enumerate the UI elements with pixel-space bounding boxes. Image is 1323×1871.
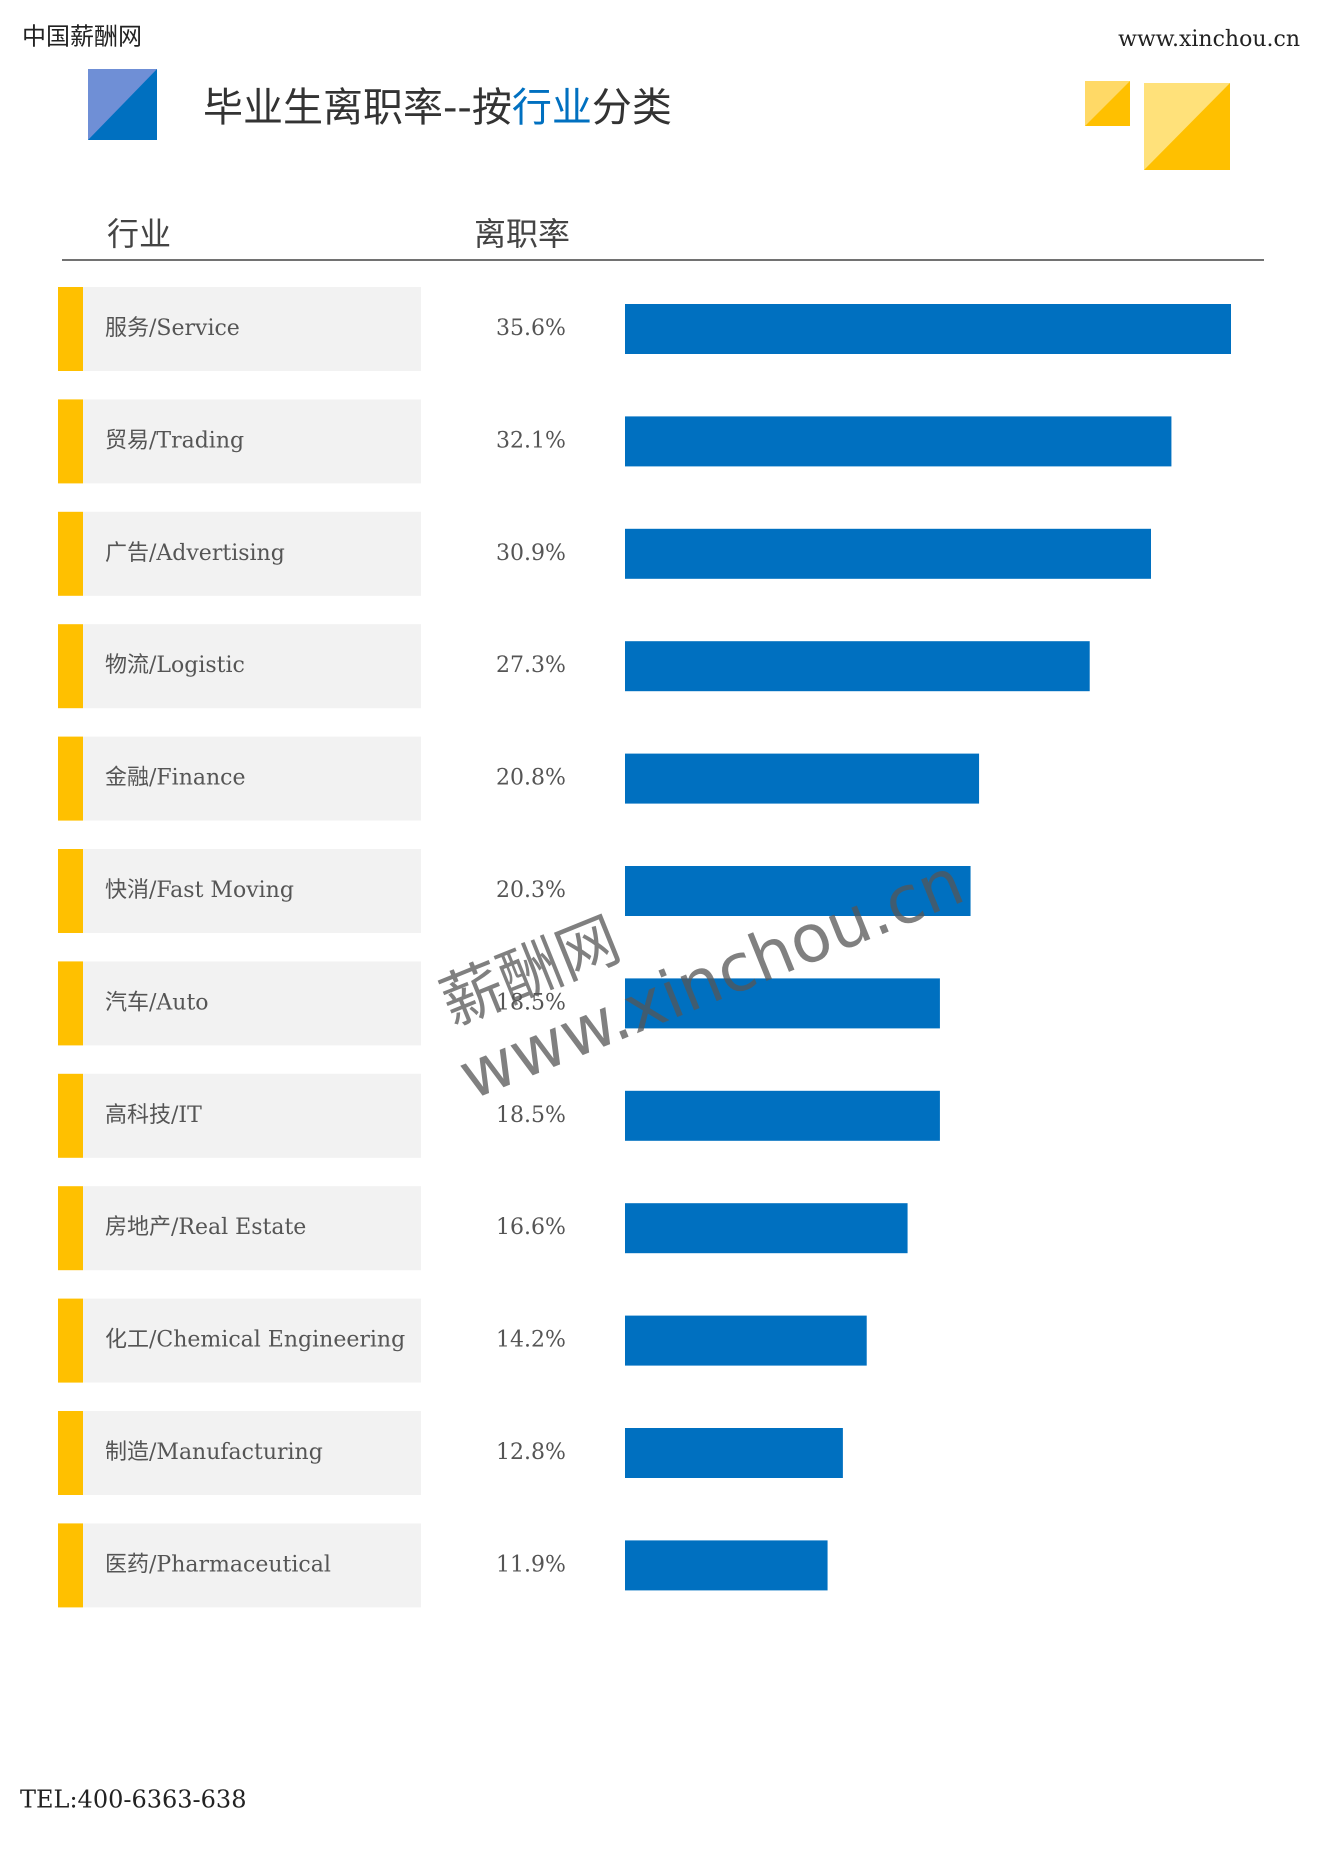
label-accent <box>58 511 83 596</box>
category-label: 贸易/Trading <box>105 428 244 453</box>
category-label: 物流/Logistic <box>105 653 245 678</box>
category-label: 服务/Service <box>105 316 240 341</box>
label-accent <box>58 399 83 484</box>
label-accent <box>58 736 83 821</box>
column-header: 行业 <box>107 215 171 253</box>
footer-tel: TEL:400-6363-638 <box>20 1786 246 1814</box>
value-label: 20.3% <box>496 878 566 903</box>
bar <box>625 1428 843 1478</box>
label-box <box>83 1186 421 1271</box>
category-label: 快消/Fast Moving <box>105 878 294 903</box>
bar <box>625 753 980 804</box>
label-box <box>83 1411 421 1495</box>
value-label: 16.6% <box>496 1215 566 1240</box>
site-url: www.xinchou.cn <box>1118 27 1300 52</box>
value-label: 35.6% <box>496 316 566 341</box>
category-label: 制造/Manufacturing <box>105 1440 323 1465</box>
label-accent <box>58 287 83 371</box>
value-label: 12.8% <box>496 1440 566 1465</box>
category-label: 高科技/IT <box>105 1103 202 1128</box>
bar <box>625 1540 828 1591</box>
value-label: 20.8% <box>496 766 566 791</box>
label-box <box>83 1073 421 1158</box>
label-accent <box>58 1523 83 1608</box>
title-part: 分类 <box>592 85 672 131</box>
title-part: 毕业生离职率--按 <box>203 85 512 131</box>
corner-decoration <box>1085 81 1230 170</box>
value-label: 32.1% <box>496 428 566 453</box>
label-accent <box>58 1073 83 1158</box>
value-label: 14.2% <box>496 1328 566 1353</box>
label-accent <box>58 961 83 1046</box>
bar <box>625 1315 867 1366</box>
bar <box>625 304 1231 354</box>
category-label: 广告/Advertising <box>105 541 285 566</box>
site-name: 中国薪酬网 <box>22 23 142 51</box>
label-box <box>83 1523 421 1608</box>
label-box <box>83 511 421 596</box>
bar <box>625 641 1090 692</box>
label-box <box>83 736 421 821</box>
bar <box>625 1090 940 1141</box>
label-box <box>83 961 421 1046</box>
value-label: 18.5% <box>496 990 566 1015</box>
label-box <box>83 849 421 933</box>
value-label: 11.9% <box>496 1552 566 1577</box>
title-part: 行业 <box>512 85 592 131</box>
column-header: 离职率 <box>474 215 570 253</box>
label-box <box>83 287 421 371</box>
bar <box>625 866 971 916</box>
label-box <box>83 624 421 709</box>
chart-title: 毕业生离职率--按行业分类 <box>203 85 672 131</box>
category-label: 医药/Pharmaceutical <box>105 1552 331 1577</box>
label-accent <box>58 1186 83 1271</box>
category-label: 汽车/Auto <box>105 990 209 1015</box>
category-label: 金融/Finance <box>105 766 246 791</box>
label-box <box>83 1298 421 1383</box>
category-label: 房地产/Real Estate <box>105 1215 306 1240</box>
value-label: 18.5% <box>496 1103 566 1128</box>
label-accent <box>58 1411 83 1495</box>
bar <box>625 416 1172 467</box>
value-label: 30.9% <box>496 541 566 566</box>
bar <box>625 1203 908 1254</box>
title-icon <box>88 69 157 140</box>
label-accent <box>58 1298 83 1383</box>
category-label: 化工/Chemical Engineering <box>105 1328 405 1353</box>
label-box <box>83 399 421 484</box>
bar <box>625 528 1151 579</box>
label-accent <box>58 849 83 933</box>
value-label: 27.3% <box>496 653 566 678</box>
rows: 服务/Service 35.6% 贸易/Trading 32.1% 广告/Adverti… <box>58 287 1231 1608</box>
label-accent <box>58 624 83 709</box>
bar <box>625 978 940 1029</box>
